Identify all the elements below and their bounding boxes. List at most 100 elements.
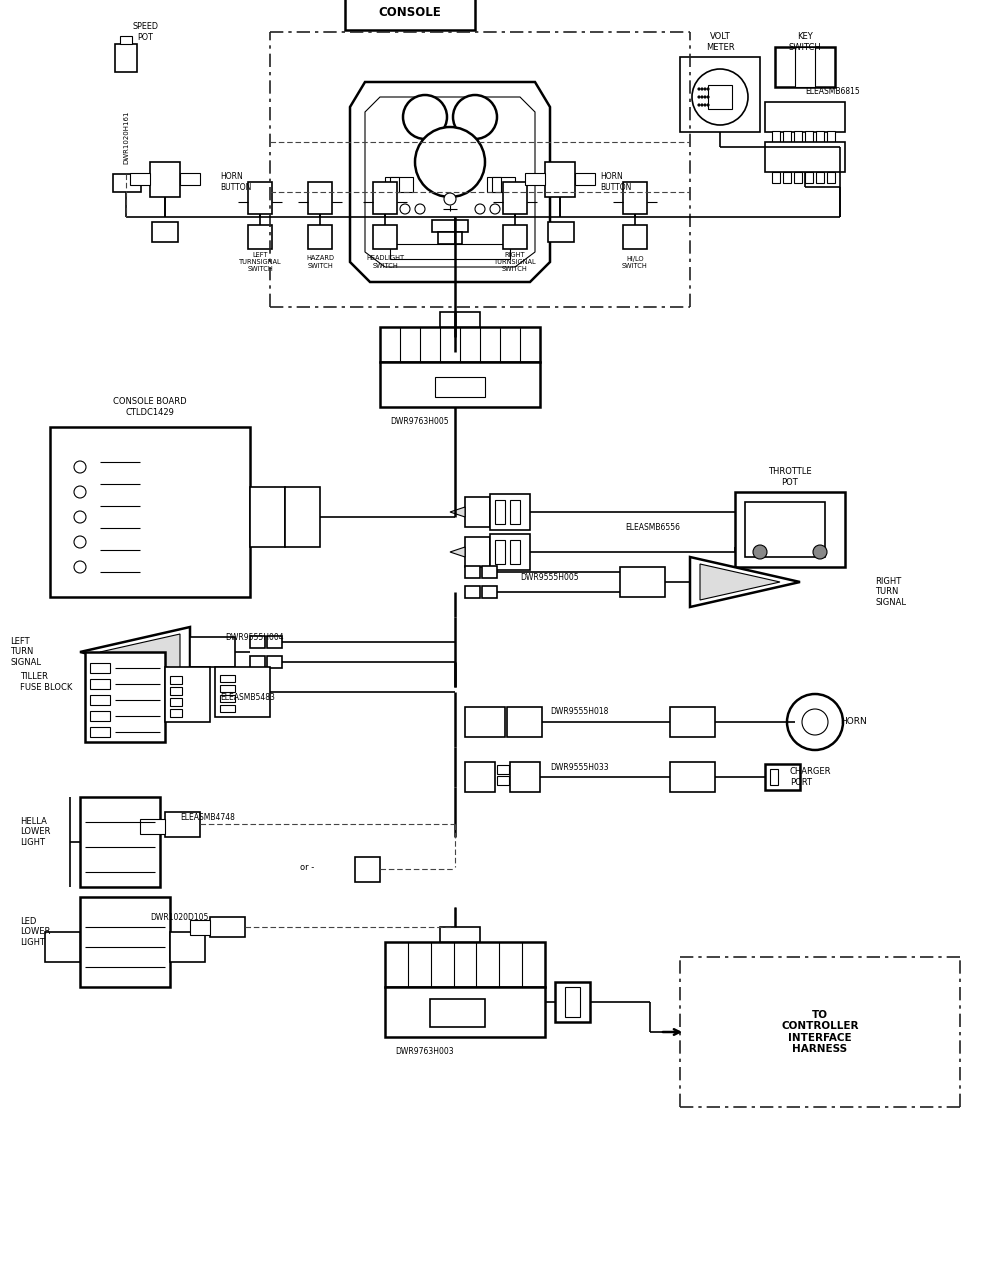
Bar: [772, 172, 780, 182]
Bar: [765, 764, 800, 791]
Bar: [497, 765, 509, 774]
Bar: [80, 797, 160, 887]
Text: CONSOLE BOARD
CTLDC1429: CONSOLE BOARD CTLDC1429: [113, 398, 187, 417]
Bar: [827, 172, 835, 182]
Bar: [120, 35, 132, 44]
Bar: [432, 220, 468, 232]
Text: KEY
SWITCH: KEY SWITCH: [789, 32, 821, 52]
Bar: [90, 663, 110, 673]
Bar: [130, 174, 150, 185]
Bar: [267, 656, 282, 668]
Bar: [170, 677, 182, 684]
Circle shape: [753, 545, 767, 559]
Bar: [770, 769, 778, 786]
Bar: [548, 222, 574, 242]
Circle shape: [698, 87, 700, 90]
Bar: [220, 696, 235, 702]
Text: VOLT
METER: VOLT METER: [706, 32, 734, 52]
Bar: [180, 174, 200, 185]
Circle shape: [787, 694, 843, 750]
Bar: [490, 494, 530, 530]
Bar: [267, 636, 282, 647]
Bar: [170, 933, 205, 962]
Polygon shape: [350, 82, 550, 283]
Bar: [308, 226, 332, 250]
Text: HELLA
LOWER
LIGHT: HELLA LOWER LIGHT: [20, 817, 50, 846]
Bar: [248, 226, 272, 250]
Bar: [507, 707, 542, 737]
Bar: [575, 174, 595, 185]
Bar: [765, 103, 845, 132]
Polygon shape: [100, 634, 180, 670]
Bar: [248, 182, 272, 214]
Bar: [50, 427, 250, 597]
Bar: [482, 587, 497, 598]
Text: LED
LOWER
LIGHT: LED LOWER LIGHT: [20, 917, 50, 946]
Polygon shape: [80, 627, 190, 677]
Bar: [113, 174, 141, 193]
Bar: [85, 653, 165, 742]
Text: TILLER
FUSE BLOCK: TILLER FUSE BLOCK: [20, 673, 72, 692]
Bar: [465, 587, 480, 598]
Bar: [90, 711, 110, 721]
Text: HORN
BUTTON: HORN BUTTON: [220, 172, 251, 191]
Bar: [190, 920, 210, 935]
Bar: [140, 818, 165, 834]
Bar: [220, 685, 235, 692]
Text: DWR9763H003: DWR9763H003: [395, 1048, 454, 1057]
Text: HI/LO
SWITCH: HI/LO SWITCH: [622, 256, 648, 269]
Circle shape: [490, 204, 500, 214]
Text: HORN: HORN: [840, 717, 867, 726]
Text: DWR9555H004: DWR9555H004: [225, 632, 284, 641]
Bar: [805, 131, 813, 142]
Text: DWR9555H033: DWR9555H033: [550, 763, 609, 772]
Bar: [435, 332, 470, 352]
Circle shape: [74, 487, 86, 498]
Text: ELEASMB6556: ELEASMB6556: [625, 522, 680, 531]
Bar: [355, 856, 380, 882]
Bar: [490, 533, 530, 570]
Bar: [170, 698, 182, 706]
Bar: [215, 666, 270, 717]
Bar: [440, 927, 480, 941]
Bar: [620, 568, 665, 597]
Text: CONSOLE: CONSOLE: [379, 6, 441, 19]
Circle shape: [415, 127, 485, 196]
Bar: [775, 47, 835, 87]
Polygon shape: [690, 557, 800, 607]
Bar: [492, 177, 501, 193]
Bar: [220, 704, 235, 712]
Circle shape: [444, 193, 456, 205]
Bar: [816, 131, 824, 142]
Bar: [565, 987, 580, 1017]
Bar: [805, 172, 813, 182]
Circle shape: [707, 104, 709, 106]
Bar: [503, 226, 527, 250]
Text: DWR1020H161: DWR1020H161: [123, 110, 129, 163]
Circle shape: [704, 96, 706, 99]
Bar: [783, 131, 791, 142]
Bar: [152, 222, 178, 242]
Bar: [390, 245, 510, 258]
Circle shape: [74, 536, 86, 549]
Circle shape: [704, 104, 706, 106]
Bar: [765, 142, 845, 172]
Bar: [465, 537, 490, 568]
Text: DWR9555H018: DWR9555H018: [550, 707, 608, 717]
Circle shape: [74, 461, 86, 473]
Bar: [735, 492, 845, 568]
Bar: [670, 707, 715, 737]
Bar: [190, 637, 235, 666]
Text: DWR9763H005: DWR9763H005: [390, 418, 449, 427]
Bar: [165, 812, 200, 837]
Bar: [385, 987, 545, 1036]
Bar: [220, 675, 235, 682]
Text: HAZARD
SWITCH: HAZARD SWITCH: [306, 256, 334, 269]
Bar: [794, 172, 802, 182]
Bar: [380, 327, 540, 362]
Circle shape: [701, 96, 703, 99]
Bar: [390, 177, 399, 193]
Bar: [465, 761, 495, 792]
Text: DWR9555H005: DWR9555H005: [520, 573, 579, 582]
Bar: [435, 378, 485, 397]
